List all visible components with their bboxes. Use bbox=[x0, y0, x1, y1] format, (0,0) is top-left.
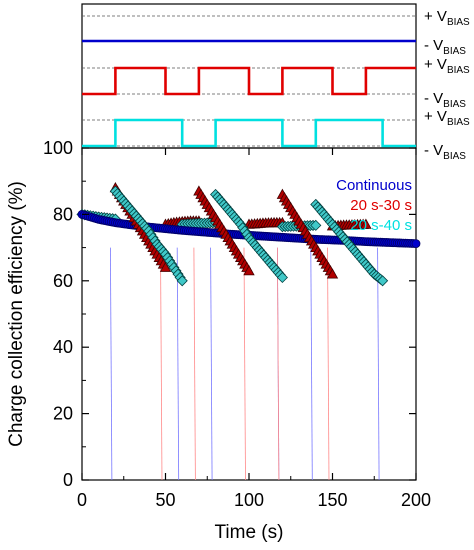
transient-spike bbox=[193, 247, 196, 481]
waveform-2 bbox=[82, 66, 416, 96]
data-point-3 bbox=[276, 271, 288, 284]
data-point-3 bbox=[176, 275, 188, 287]
transient-spike bbox=[160, 247, 163, 481]
data-point-2 bbox=[326, 268, 339, 279]
legend-entry-3: 20 s-40 s bbox=[350, 217, 412, 234]
data-point-1 bbox=[411, 239, 421, 249]
transient-spike bbox=[377, 247, 380, 481]
x-axis-label: Time (s) bbox=[215, 522, 284, 543]
x-tick-label: 150 bbox=[317, 490, 347, 510]
transient-spike bbox=[243, 247, 246, 481]
y-axis-label: Charge collection efficiency (%) bbox=[6, 181, 27, 447]
waveform-3 bbox=[82, 118, 416, 148]
bias-labels: + VBIAS- VBIAS+ VBIAS- VBIAS+ VBIAS- VBI… bbox=[424, 8, 470, 162]
data-point-3 bbox=[377, 275, 389, 287]
x-tick-label: 0 bbox=[77, 490, 87, 510]
x-tick-label: 200 bbox=[401, 490, 431, 510]
axis-ticks bbox=[81, 147, 417, 481]
legend: Continuous 20 s-30 s 20 s-40 s bbox=[336, 177, 412, 234]
minus-vbias-label: - VBIAS bbox=[424, 142, 466, 162]
y-tick-label: 0 bbox=[63, 470, 73, 490]
transient-spike bbox=[176, 247, 180, 481]
y-tick-label: 20 bbox=[53, 404, 73, 424]
x-tick-label: 50 bbox=[155, 490, 175, 510]
plus-vbias-label: + VBIAS bbox=[424, 8, 470, 28]
x-tick-label: 100 bbox=[234, 490, 264, 510]
plus-vbias-label: + VBIAS bbox=[424, 56, 470, 76]
y-tick-label: 60 bbox=[53, 271, 73, 291]
data-points bbox=[76, 182, 421, 287]
transient-spike bbox=[327, 247, 330, 481]
transient-spike bbox=[310, 247, 313, 481]
legend-entry-2: 20 s-30 s bbox=[350, 197, 412, 214]
data-point-3 bbox=[310, 219, 322, 231]
minus-vbias-label: - VBIAS bbox=[424, 37, 466, 57]
tick-labels: 0 50 100 150 200 0 20 40 60 80 100 bbox=[43, 138, 431, 510]
bias-waveforms bbox=[82, 39, 416, 148]
data-point-2 bbox=[159, 261, 172, 272]
minus-vbias-label: - VBIAS bbox=[424, 90, 466, 110]
transient-spike bbox=[109, 247, 113, 481]
plus-vbias-label: + VBIAS bbox=[424, 108, 470, 128]
y-tick-label: 40 bbox=[53, 337, 73, 357]
y-tick-label: 80 bbox=[53, 204, 73, 224]
transient-spikes bbox=[109, 247, 380, 481]
transient-spike bbox=[276, 247, 280, 481]
data-point-2 bbox=[360, 218, 372, 229]
data-point-2 bbox=[243, 265, 255, 276]
y-tick-label: 100 bbox=[43, 138, 73, 158]
transient-spike bbox=[210, 247, 213, 481]
legend-entry-1: Continuous bbox=[336, 177, 412, 194]
